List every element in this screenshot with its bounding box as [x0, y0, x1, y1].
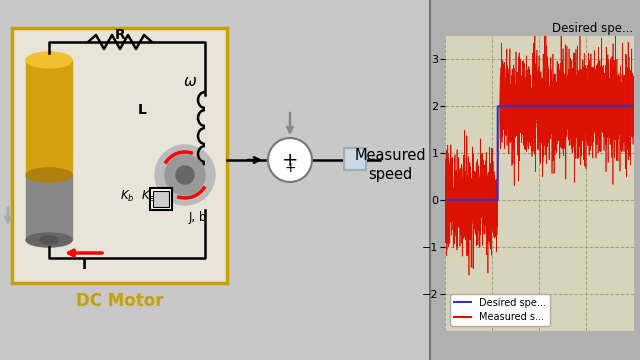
Text: $K_e$: $K_e$	[141, 188, 156, 203]
Ellipse shape	[26, 168, 72, 182]
Bar	[430, 0, 640, 360]
Text: +: +	[284, 161, 296, 175]
Circle shape	[176, 166, 194, 184]
Bar	[153, 191, 169, 207]
Bar	[26, 60, 72, 175]
Text: L: L	[138, 103, 147, 117]
Text: Measured
speed: Measured speed	[354, 148, 426, 183]
Text: +: +	[282, 150, 298, 170]
Bar	[150, 188, 172, 210]
Legend: Desired spe..., Measured s...: Desired spe..., Measured s...	[450, 294, 550, 326]
Text: R: R	[115, 28, 125, 42]
Bar	[0, 0, 430, 360]
Text: J, b: J, b	[189, 211, 207, 225]
Bar	[12, 28, 227, 283]
Circle shape	[165, 155, 205, 195]
Ellipse shape	[26, 233, 72, 247]
Circle shape	[155, 145, 215, 205]
Text: Desired spe...: Desired spe...	[552, 22, 634, 35]
Text: DC Motor: DC Motor	[76, 292, 163, 310]
Ellipse shape	[40, 236, 58, 244]
Text: ω: ω	[184, 75, 196, 90]
Text: I: I	[81, 258, 86, 272]
Ellipse shape	[26, 52, 72, 68]
Bar	[26, 175, 72, 240]
Text: $K_b$: $K_b$	[120, 188, 135, 203]
Circle shape	[268, 138, 312, 182]
Bar	[344, 148, 366, 170]
